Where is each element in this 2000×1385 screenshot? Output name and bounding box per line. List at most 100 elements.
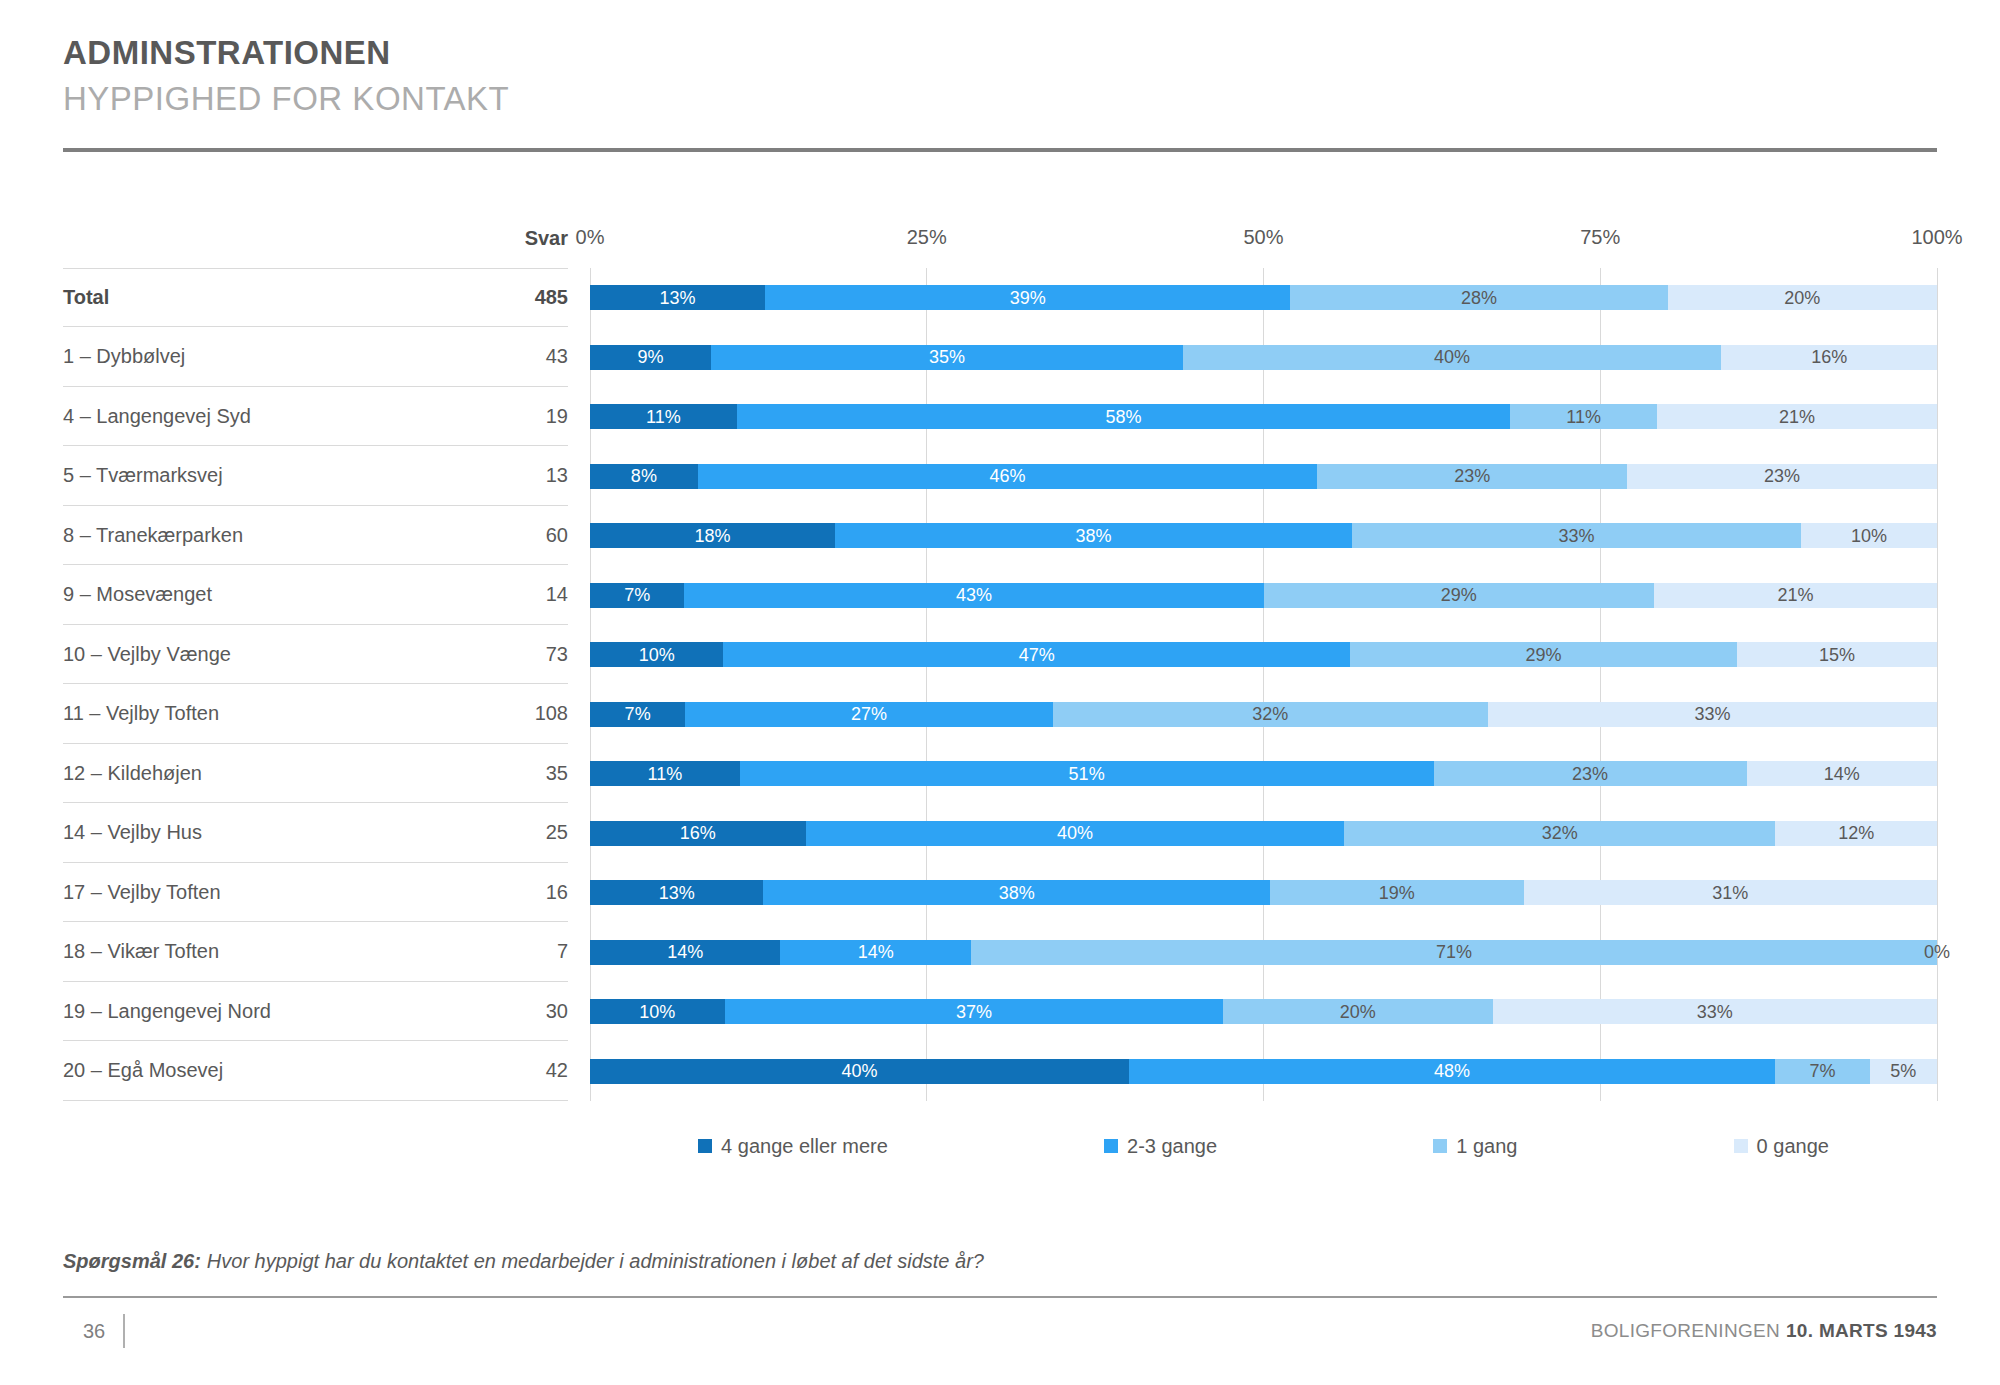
legend-label: 0 gange bbox=[1757, 1135, 1829, 1158]
svar-column-header: Svar bbox=[63, 227, 568, 250]
bar-cell: 40%48%7%5% bbox=[590, 1041, 1937, 1101]
bar-cell: 11%51%23%14% bbox=[590, 744, 1937, 804]
bar-segment-label: 12% bbox=[1838, 823, 1874, 844]
bar-segment: 35% bbox=[711, 345, 1182, 370]
bar-segment: 16% bbox=[590, 821, 806, 846]
bar-segment: 43% bbox=[684, 583, 1263, 608]
bar-segment: 31% bbox=[1524, 880, 1937, 905]
axis-tick-label: 25% bbox=[907, 226, 947, 249]
stacked-bar: 11%51%23%14% bbox=[590, 761, 1937, 786]
row-svar-value: 60 bbox=[546, 524, 568, 547]
bar-segment-label: 16% bbox=[1811, 347, 1847, 368]
row-label: 12 – Kildehøjen bbox=[63, 762, 202, 785]
table-row: 18 – Vikær Toften 7 14%14%71%0% bbox=[63, 922, 1937, 982]
table-row: 5 – Tværmarksvej 13 8%46%23%23% bbox=[63, 446, 1937, 506]
stacked-bar: 10%47%29%15% bbox=[590, 642, 1937, 667]
legend-label: 2-3 gange bbox=[1127, 1135, 1217, 1158]
row-label: 17 – Vejlby Toften bbox=[63, 881, 221, 904]
bar-segment: 32% bbox=[1053, 702, 1488, 727]
row-header: 4 – Langengevej Syd 19 bbox=[63, 387, 568, 447]
bar-segment-label: 31% bbox=[1712, 882, 1748, 903]
bar-cell: 11%58%11%21% bbox=[590, 387, 1937, 447]
row-svar-value: 14 bbox=[546, 583, 568, 606]
bar-segment-label: 19% bbox=[1379, 882, 1415, 903]
row-label: 5 – Tværmarksvej bbox=[63, 464, 223, 487]
bar-segment-label: 9% bbox=[638, 347, 664, 368]
stacked-bar: 8%46%23%23% bbox=[590, 464, 1937, 489]
bar-segment: 11% bbox=[1510, 404, 1657, 429]
stacked-bar: 9% 35%40% 16% bbox=[590, 345, 1937, 370]
bar-segment-label: 10% bbox=[1851, 525, 1887, 546]
bar-segment-label: 39% bbox=[1010, 287, 1046, 308]
bar-segment: 14% bbox=[780, 940, 970, 965]
axis-tick-label: 50% bbox=[1243, 226, 1283, 249]
bar-segment-label: 11% bbox=[647, 763, 682, 784]
row-label: 11 – Vejlby Toften bbox=[63, 702, 219, 725]
bar-segment-label: 14% bbox=[1824, 763, 1860, 784]
bar-segment-label: 20% bbox=[1784, 287, 1820, 308]
bar-segment: 21% bbox=[1654, 583, 1937, 608]
bar-segment: 40% bbox=[1183, 345, 1722, 370]
bar-segment-label: 29% bbox=[1441, 585, 1477, 606]
bar-segment: 46% bbox=[698, 464, 1318, 489]
stacked-bar: 14%14%71%0% bbox=[590, 940, 1937, 965]
bar-segment-label: 23% bbox=[1454, 466, 1490, 487]
row-svar-value: 73 bbox=[546, 643, 568, 666]
bar-segment: 10% bbox=[590, 999, 725, 1024]
bar-segment: 10% bbox=[590, 642, 723, 667]
column-gap bbox=[568, 387, 590, 447]
bar-segment: 33% bbox=[1352, 523, 1801, 548]
bar-segment: 51% bbox=[740, 761, 1434, 786]
stacked-bar-chart: Total 485 13%39%28%20% 1 – Dybbølvej 43 … bbox=[63, 268, 1937, 1101]
bar-segment-label: 27% bbox=[851, 704, 887, 725]
bar-segment: 33% bbox=[1488, 702, 1937, 727]
bar-segment-label: 16% bbox=[680, 823, 716, 844]
row-svar-value: 42 bbox=[546, 1059, 568, 1082]
bar-segment: 18% bbox=[590, 523, 835, 548]
bar-segment: 27% bbox=[685, 702, 1052, 727]
bar-segment-label: 7% bbox=[1809, 1061, 1835, 1082]
bar-segment-label: 32% bbox=[1542, 823, 1578, 844]
bar-segment: 5% bbox=[1870, 1059, 1937, 1084]
stacked-bar: 7%43%29%21% bbox=[590, 583, 1937, 608]
report-page: ADMINSTRATIONEN HYPPIGHED FOR KONTAKT Sv… bbox=[0, 0, 2000, 1385]
column-gap bbox=[568, 982, 590, 1042]
page-title: ADMINSTRATIONEN bbox=[63, 34, 1937, 72]
column-gap bbox=[568, 863, 590, 923]
axis-tick-label: 0% bbox=[576, 226, 605, 249]
bar-segment: 11% bbox=[590, 761, 740, 786]
bar-segment-label: 8% bbox=[631, 466, 657, 487]
chart-legend: 4 gange eller mere2-3 gange1 gang0 gange bbox=[590, 1135, 1937, 1158]
row-header: 5 – Tværmarksvej 13 bbox=[63, 446, 568, 506]
legend-swatch bbox=[1734, 1139, 1748, 1153]
bar-segment-label: 5% bbox=[1890, 1061, 1916, 1082]
stacked-bar: 13%38%19%31% bbox=[590, 880, 1937, 905]
bar-segment: 16% bbox=[1721, 345, 1937, 370]
bar-segment: 9% bbox=[590, 345, 711, 370]
table-row: 19 – Langengevej Nord 30 10%37%20%33% bbox=[63, 982, 1937, 1042]
bar-segment: 13% bbox=[590, 285, 765, 310]
stacked-bar: 16%40%32%12% bbox=[590, 821, 1937, 846]
question-text: Hvor hyppigt har du kontaktet en medarbe… bbox=[207, 1250, 984, 1272]
row-svar-value: 16 bbox=[546, 881, 568, 904]
bar-segment: 58% bbox=[737, 404, 1511, 429]
bar-segment-label: 13% bbox=[659, 882, 695, 903]
bar-cell: 8%46%23%23% bbox=[590, 446, 1937, 506]
stacked-bar: 7% 27% 32%33% bbox=[590, 702, 1937, 727]
stacked-bar: 11%58%11%21% bbox=[590, 404, 1937, 429]
legend-swatch bbox=[698, 1139, 712, 1153]
bar-segment-label: 40% bbox=[841, 1061, 877, 1082]
page-footer: 36 BOLIGFORENINGEN10. MARTS 1943 bbox=[63, 1296, 1937, 1348]
bar-segment: 29% bbox=[1350, 642, 1737, 667]
bar-segment-label: 7% bbox=[625, 704, 651, 725]
table-row: Total 485 13%39%28%20% bbox=[63, 268, 1937, 328]
column-gap bbox=[568, 1041, 590, 1101]
bar-cell: 18%38%33%10% bbox=[590, 506, 1937, 566]
bar-cell: 9% 35%40% 16% bbox=[590, 327, 1937, 387]
row-header: 12 – Kildehøjen 35 bbox=[63, 744, 568, 804]
bar-segment-label: 43% bbox=[956, 585, 992, 606]
table-row: 10 – Vejlby Vænge 73 10%47%29%15% bbox=[63, 625, 1937, 685]
bar-segment: 15% bbox=[1737, 642, 1937, 667]
column-gap bbox=[568, 565, 590, 625]
bar-segment-label: 10% bbox=[639, 1001, 675, 1022]
